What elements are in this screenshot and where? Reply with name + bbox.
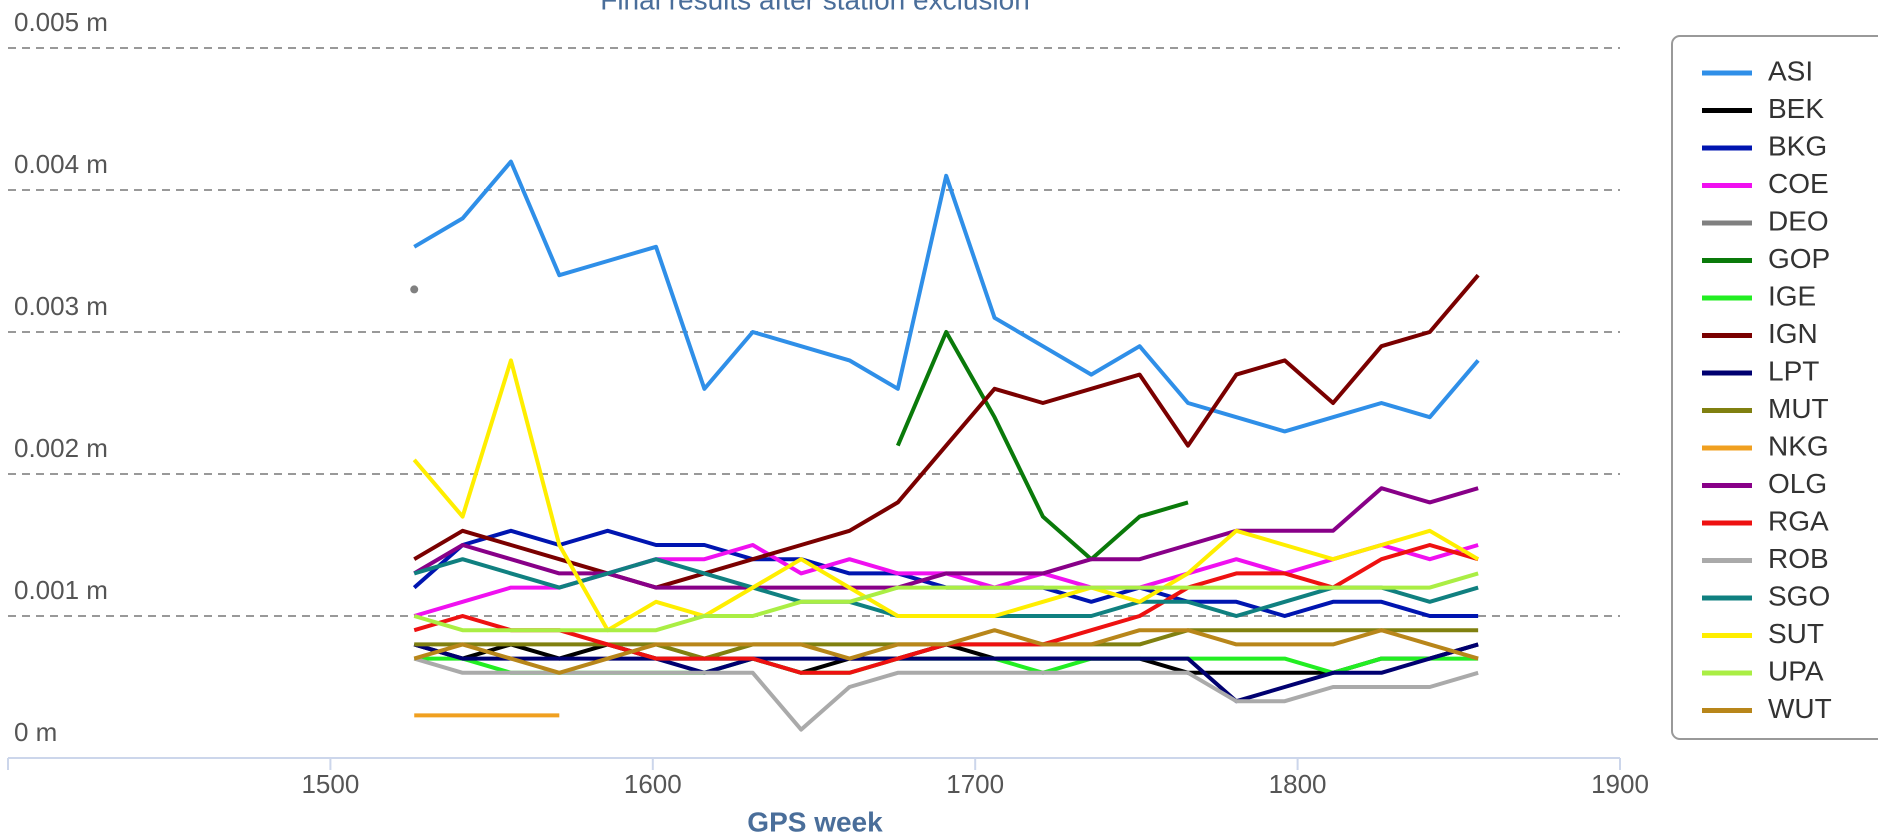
series-line xyxy=(413,656,1479,732)
legend-label: LPT xyxy=(1768,355,1819,386)
legend-box xyxy=(1671,35,1878,740)
series-line xyxy=(413,628,1479,675)
legend-label: ASI xyxy=(1768,55,1813,86)
legend-label: NKG xyxy=(1768,430,1829,461)
legend-label: GOP xyxy=(1768,243,1830,274)
legend-label: OLG xyxy=(1768,468,1827,499)
legend-label: BEK xyxy=(1768,93,1824,124)
series-line xyxy=(412,358,1480,633)
series-line xyxy=(895,330,1189,562)
legend-label: RGA xyxy=(1768,505,1829,536)
series-line xyxy=(414,656,1479,675)
legend-label: DEO xyxy=(1768,205,1829,236)
y-tick-label: 0.003 m xyxy=(14,291,108,321)
legend-label: SGO xyxy=(1768,580,1830,611)
series-line xyxy=(413,642,1479,704)
series-line xyxy=(413,159,1480,434)
y-tick-label: 0.001 m xyxy=(14,575,108,605)
series-line xyxy=(413,571,1479,633)
legend-label: BKG xyxy=(1768,130,1827,161)
x-axis-label: GPS week xyxy=(747,806,883,837)
legend-label: ROB xyxy=(1768,543,1829,574)
legend-label: UPA xyxy=(1768,655,1824,686)
x-tick-label: 1500 xyxy=(301,769,359,799)
x-tick-label: 1800 xyxy=(1269,769,1327,799)
x-tick-label: 1700 xyxy=(946,769,1004,799)
y-tick-label: 0.002 m xyxy=(14,433,108,463)
legend-label: IGN xyxy=(1768,318,1818,349)
legend-label: IGE xyxy=(1768,280,1816,311)
legend-label: SUT xyxy=(1768,618,1824,649)
y-tick-label: 0.005 m xyxy=(14,7,108,37)
data-point xyxy=(410,285,419,294)
legend-label: MUT xyxy=(1768,393,1829,424)
series-line xyxy=(413,486,1479,590)
x-tick-label: 1900 xyxy=(1591,769,1649,799)
y-tick-label: 0.004 m xyxy=(14,149,108,179)
y-tick-label: 0 m xyxy=(14,717,57,747)
chart-title: Final results after station exclusion xyxy=(600,0,1030,15)
series-line xyxy=(413,273,1480,590)
legend-label: COE xyxy=(1768,168,1829,199)
x-tick-label: 1600 xyxy=(624,769,682,799)
legend-label: WUT xyxy=(1768,693,1832,724)
